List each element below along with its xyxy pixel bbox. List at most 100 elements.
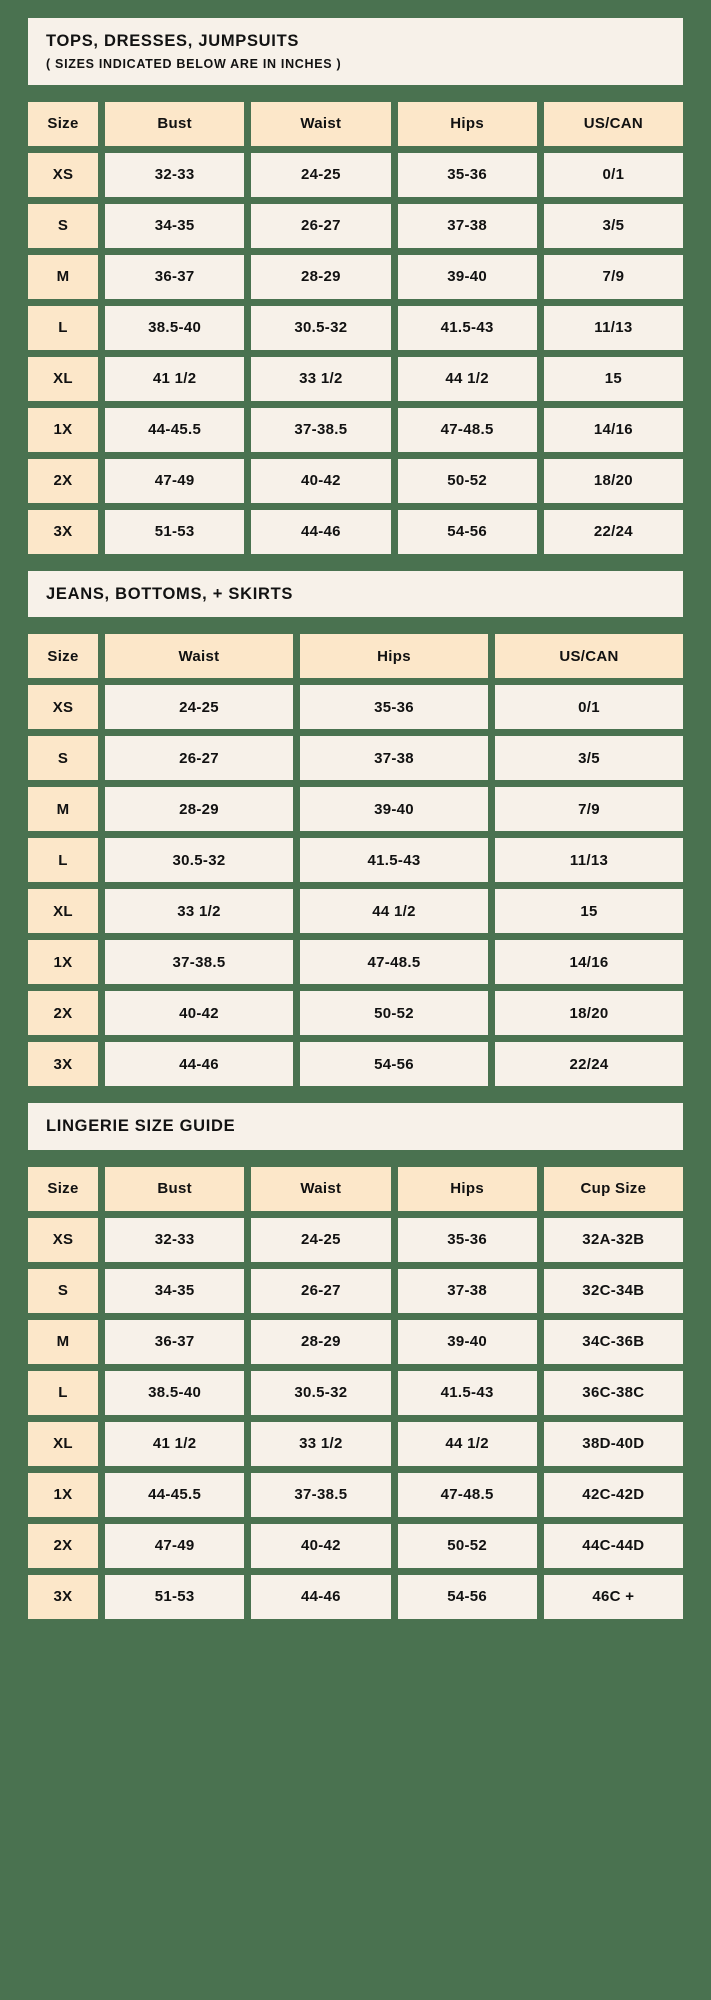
table-row: 1X 37-38.5 47-48.5 14/16 xyxy=(28,940,683,985)
cell-uscan: 22/24 xyxy=(495,1042,683,1087)
cell-hips: 37-38 xyxy=(300,736,488,781)
table-row: L 30.5-32 41.5-43 11/13 xyxy=(28,838,683,883)
cell-hips: 44 1/2 xyxy=(397,356,537,401)
table-row: L 38.5-40 30.5-32 41.5-43 36C-38C xyxy=(28,1370,683,1415)
cell-hips: 54-56 xyxy=(397,1574,537,1619)
section-tops-dresses-jumpsuits: TOPS, DRESSES, JUMPSUITS ( SIZES INDICAT… xyxy=(28,18,683,554)
column-header-bust: Bust xyxy=(105,1166,245,1211)
table-header-row: Size Bust Waist Hips US/CAN xyxy=(28,101,683,146)
column-header-size: Size xyxy=(28,101,98,146)
cell-size: 3X xyxy=(28,1042,98,1087)
cell-uscan: 18/20 xyxy=(543,458,683,503)
cell-size: 3X xyxy=(28,1574,98,1619)
cell-bust: 41 1/2 xyxy=(105,1421,245,1466)
cell-size: S xyxy=(28,203,98,248)
cell-uscan: 15 xyxy=(543,356,683,401)
cell-size: M xyxy=(28,1319,98,1364)
cell-size: 1X xyxy=(28,1472,98,1517)
cell-hips: 50-52 xyxy=(397,1523,537,1568)
section-title: JEANS, BOTTOMS, + SKIRTS xyxy=(46,584,294,603)
cell-hips: 44 1/2 xyxy=(300,889,488,934)
cell-size: XL xyxy=(28,889,98,934)
cell-size: XS xyxy=(28,685,98,730)
table-row: S 34-35 26-27 37-38 32C-34B xyxy=(28,1268,683,1313)
cell-waist: 40-42 xyxy=(251,1523,391,1568)
cell-bust: 36-37 xyxy=(105,254,245,299)
table-row: M 36-37 28-29 39-40 7/9 xyxy=(28,254,683,299)
cell-waist: 28-29 xyxy=(251,254,391,299)
cell-waist: 30.5-32 xyxy=(105,838,293,883)
table-row: 3X 51-53 44-46 54-56 22/24 xyxy=(28,509,683,554)
cell-hips: 35-36 xyxy=(397,1217,537,1262)
cell-waist: 44-46 xyxy=(251,509,391,554)
column-header-hips: Hips xyxy=(397,1166,537,1211)
cell-waist: 37-38.5 xyxy=(251,1472,391,1517)
section-lingerie-size-guide: LINGERIE SIZE GUIDE Size Bust Waist Hips… xyxy=(28,1103,683,1619)
column-header-waist: Waist xyxy=(251,1166,391,1211)
section-banner: LINGERIE SIZE GUIDE xyxy=(28,1103,683,1150)
cell-hips: 47-48.5 xyxy=(397,407,537,452)
table-row: 3X 44-46 54-56 22/24 xyxy=(28,1042,683,1087)
cell-cup-size: 38D-40D xyxy=(543,1421,683,1466)
cell-cup-size: 44C-44D xyxy=(543,1523,683,1568)
table-row: L 38.5-40 30.5-32 41.5-43 11/13 xyxy=(28,305,683,350)
cell-cup-size: 32A-32B xyxy=(543,1217,683,1262)
table-row: XL 33 1/2 44 1/2 15 xyxy=(28,889,683,934)
cell-uscan: 11/13 xyxy=(495,838,683,883)
cell-size: M xyxy=(28,787,98,832)
size-table-tops: Size Bust Waist Hips US/CAN XS 32-33 24-… xyxy=(28,101,683,554)
cell-size: L xyxy=(28,305,98,350)
cell-waist: 26-27 xyxy=(251,203,391,248)
table-row: 1X 44-45.5 37-38.5 47-48.5 42C-42D xyxy=(28,1472,683,1517)
cell-waist: 37-38.5 xyxy=(105,940,293,985)
section-title: TOPS, DRESSES, JUMPSUITS xyxy=(46,32,300,50)
cell-bust: 47-49 xyxy=(105,458,245,503)
cell-size: L xyxy=(28,838,98,883)
cell-bust: 41 1/2 xyxy=(105,356,245,401)
cell-bust: 38.5-40 xyxy=(105,305,245,350)
cell-size: S xyxy=(28,1268,98,1313)
section-title: LINGERIE SIZE GUIDE xyxy=(46,1117,236,1136)
cell-waist: 24-25 xyxy=(251,1217,391,1262)
cell-waist: 26-27 xyxy=(105,736,293,781)
cell-uscan: 0/1 xyxy=(543,152,683,197)
cell-waist: 30.5-32 xyxy=(251,305,391,350)
cell-uscan: 3/5 xyxy=(495,736,683,781)
cell-size: 2X xyxy=(28,991,98,1036)
cell-waist: 33 1/2 xyxy=(105,889,293,934)
column-header-waist: Waist xyxy=(105,634,293,679)
column-header-bust: Bust xyxy=(105,101,245,146)
cell-bust: 34-35 xyxy=(105,1268,245,1313)
section-banner: JEANS, BOTTOMS, + SKIRTS xyxy=(28,570,683,618)
cell-size: XS xyxy=(28,1217,98,1262)
cell-waist: 24-25 xyxy=(251,152,391,197)
cell-hips: 37-38 xyxy=(397,203,537,248)
table-row: 2X 40-42 50-52 18/20 xyxy=(28,991,683,1036)
column-header-uscan: US/CAN xyxy=(495,634,683,679)
cell-size: 1X xyxy=(28,940,98,985)
cell-hips: 44 1/2 xyxy=(397,1421,537,1466)
section-jeans-bottoms-skirts: JEANS, BOTTOMS, + SKIRTS Size Waist Hips… xyxy=(28,570,683,1087)
cell-waist: 33 1/2 xyxy=(251,1421,391,1466)
cell-size: 2X xyxy=(28,1523,98,1568)
cell-cup-size: 32C-34B xyxy=(543,1268,683,1313)
cell-waist: 33 1/2 xyxy=(251,356,391,401)
cell-waist: 28-29 xyxy=(105,787,293,832)
cell-hips: 50-52 xyxy=(397,458,537,503)
cell-size: 2X xyxy=(28,458,98,503)
cell-uscan: 14/16 xyxy=(543,407,683,452)
section-subtitle: ( SIZES INDICATED BELOW ARE IN INCHES ) xyxy=(46,56,342,71)
column-header-hips: Hips xyxy=(397,101,537,146)
cell-hips: 41.5-43 xyxy=(397,305,537,350)
cell-uscan: 14/16 xyxy=(495,940,683,985)
cell-waist: 37-38.5 xyxy=(251,407,391,452)
cell-hips: 35-36 xyxy=(300,685,488,730)
cell-bust: 47-49 xyxy=(105,1523,245,1568)
cell-bust: 44-45.5 xyxy=(105,407,245,452)
table-header-row: Size Bust Waist Hips Cup Size xyxy=(28,1166,683,1211)
table-row: XS 32-33 24-25 35-36 0/1 xyxy=(28,152,683,197)
cell-waist: 24-25 xyxy=(105,685,293,730)
cell-bust: 51-53 xyxy=(105,509,245,554)
column-header-uscan: US/CAN xyxy=(543,101,683,146)
